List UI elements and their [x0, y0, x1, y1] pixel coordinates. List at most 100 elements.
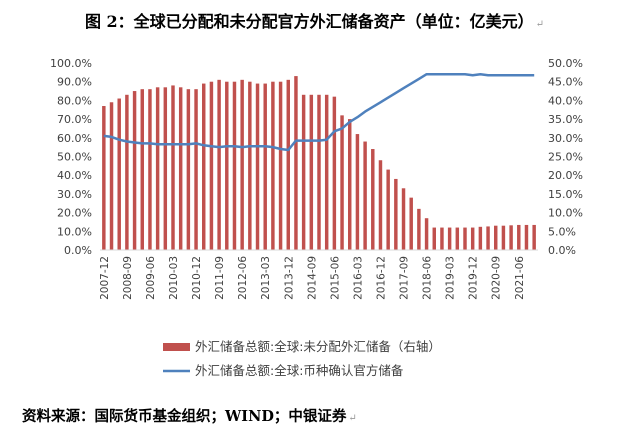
bar: [148, 89, 152, 251]
left-tick-label: 20.0%: [57, 207, 92, 220]
x-tick-label: 2016-03: [352, 256, 364, 300]
bar: [486, 226, 490, 250]
bar: [102, 106, 106, 250]
x-tick-label: 2010-03: [168, 256, 180, 300]
bar: [202, 83, 206, 250]
bar: [171, 85, 175, 250]
x-tick-label: 2007-12: [99, 256, 111, 300]
bar: [248, 81, 252, 250]
bar: [424, 218, 429, 250]
left-axis: 0.0% 10.0% 20.0% 30.0% 40.0% 50.0% 60.0% 70.0% 8…: [50, 57, 92, 257]
right-tick-label: 45.0%: [548, 76, 583, 89]
bar: [501, 225, 506, 250]
bar: [217, 79, 221, 250]
bar: [478, 226, 483, 250]
bar: [140, 89, 144, 251]
x-tick-label: 2015-06: [329, 256, 341, 300]
x-axis-labels: 2007-12 2008-09 2009-06 2010-03 2010-12 2011-…: [99, 256, 526, 300]
x-tick-label: 2014-09: [306, 256, 318, 300]
right-tick-label: 20.0%: [548, 169, 583, 182]
bar: [386, 169, 390, 250]
bar: [432, 227, 436, 250]
bar: [394, 178, 398, 250]
bar: [348, 119, 352, 250]
bar: [463, 227, 467, 250]
line-series-allocated: [103, 72, 535, 152]
left-tick-label: 70.0%: [57, 113, 92, 126]
bar: [225, 81, 229, 250]
right-tick-label: 10.0%: [548, 207, 583, 220]
legend-label-bar: 外汇储备总额:全球:未分配外汇储备（右轴）: [195, 339, 441, 354]
bar: [440, 227, 444, 250]
right-axis: 0.0% 5.0% 10.0% 15.0% 20.0% 25.0% 30.0% 35.0% 40…: [548, 57, 583, 257]
x-tick-label: 2016-12: [375, 256, 387, 300]
bar: [178, 87, 183, 250]
bar: [125, 94, 129, 250]
bar: [447, 227, 452, 250]
bar: [117, 98, 121, 250]
right-tick-label: 25.0%: [548, 151, 583, 164]
bar: [470, 227, 475, 250]
bar: [332, 96, 337, 250]
bar: [186, 89, 191, 251]
x-tick-label: 2012-06: [237, 256, 249, 300]
right-tick-label: 0.0%: [548, 244, 576, 257]
bar: [532, 224, 536, 250]
bar: [132, 91, 137, 250]
bar: [255, 83, 260, 250]
bar: [524, 224, 529, 250]
left-tick-label: 60.0%: [57, 132, 92, 145]
bar: [371, 149, 375, 250]
legend-label-line: 外汇储备总额:全球:币种确认官方储备: [195, 363, 404, 378]
right-tick-label: 40.0%: [548, 94, 583, 107]
chart-title: 图 2：全球已分配和未分配官方外汇储备资产（单位：亿美元） ↵: [84, 12, 545, 31]
bar: [301, 94, 306, 250]
bar: [494, 225, 498, 250]
x-tick-label: 2020-09: [491, 256, 503, 300]
x-tick-label: 2009-06: [145, 256, 157, 300]
bar: [194, 89, 198, 251]
x-tick-label: 2013-12: [283, 256, 295, 300]
bar: [355, 134, 360, 250]
legend-swatch-bar: [163, 343, 190, 351]
right-tick-label: 15.0%: [548, 188, 583, 201]
source-note: 资料来源：国际货币基金组织；WIND；中银证券 ↵: [22, 408, 357, 425]
bar: [317, 94, 321, 250]
bar: [378, 160, 383, 250]
left-tick-label: 40.0%: [57, 169, 92, 182]
left-tick-label: 90.0%: [57, 76, 92, 89]
bar: [509, 225, 513, 250]
bar: [109, 102, 114, 251]
bar: [517, 224, 521, 250]
bar: [309, 94, 314, 250]
right-tick-label: 50.0%: [548, 57, 583, 70]
bar: [232, 81, 237, 250]
x-tick-label: 2021-06: [514, 256, 526, 300]
x-tick-label: 2018-06: [422, 256, 434, 300]
right-tick-label: 5.0%: [548, 225, 576, 238]
x-tick-label: 2013-03: [260, 256, 272, 300]
right-tick-label: 30.0%: [548, 132, 583, 145]
x-tick-label: 2019-03: [445, 256, 457, 300]
left-tick-label: 30.0%: [57, 188, 92, 201]
bar: [155, 87, 160, 250]
left-tick-label: 10.0%: [57, 225, 92, 238]
left-tick-label: 50.0%: [57, 151, 92, 164]
bar-series-unallocated: [102, 76, 536, 251]
chart-legend: 外汇储备总额:全球:未分配外汇储备（右轴） 外汇储备总额:全球:币种确认官方储备: [163, 339, 441, 378]
x-tick-label: 2008-09: [122, 256, 134, 300]
x-tick-label: 2017-09: [399, 256, 411, 300]
bar: [340, 115, 344, 250]
left-tick-label: 0.0%: [64, 244, 92, 257]
bar: [363, 141, 367, 250]
chart-canvas: 0.0% 10.0% 20.0% 30.0% 40.0% 50.0% 60.0% 70.0% 8…: [50, 57, 583, 378]
bar: [324, 94, 329, 250]
x-tick-label: 2019-12: [468, 256, 480, 300]
bar: [294, 76, 298, 250]
bar: [409, 197, 413, 250]
bar: [163, 87, 168, 250]
x-tick-label: 2011-09: [214, 256, 226, 300]
bar: [401, 188, 406, 250]
bar: [455, 227, 460, 250]
bar: [271, 81, 275, 250]
